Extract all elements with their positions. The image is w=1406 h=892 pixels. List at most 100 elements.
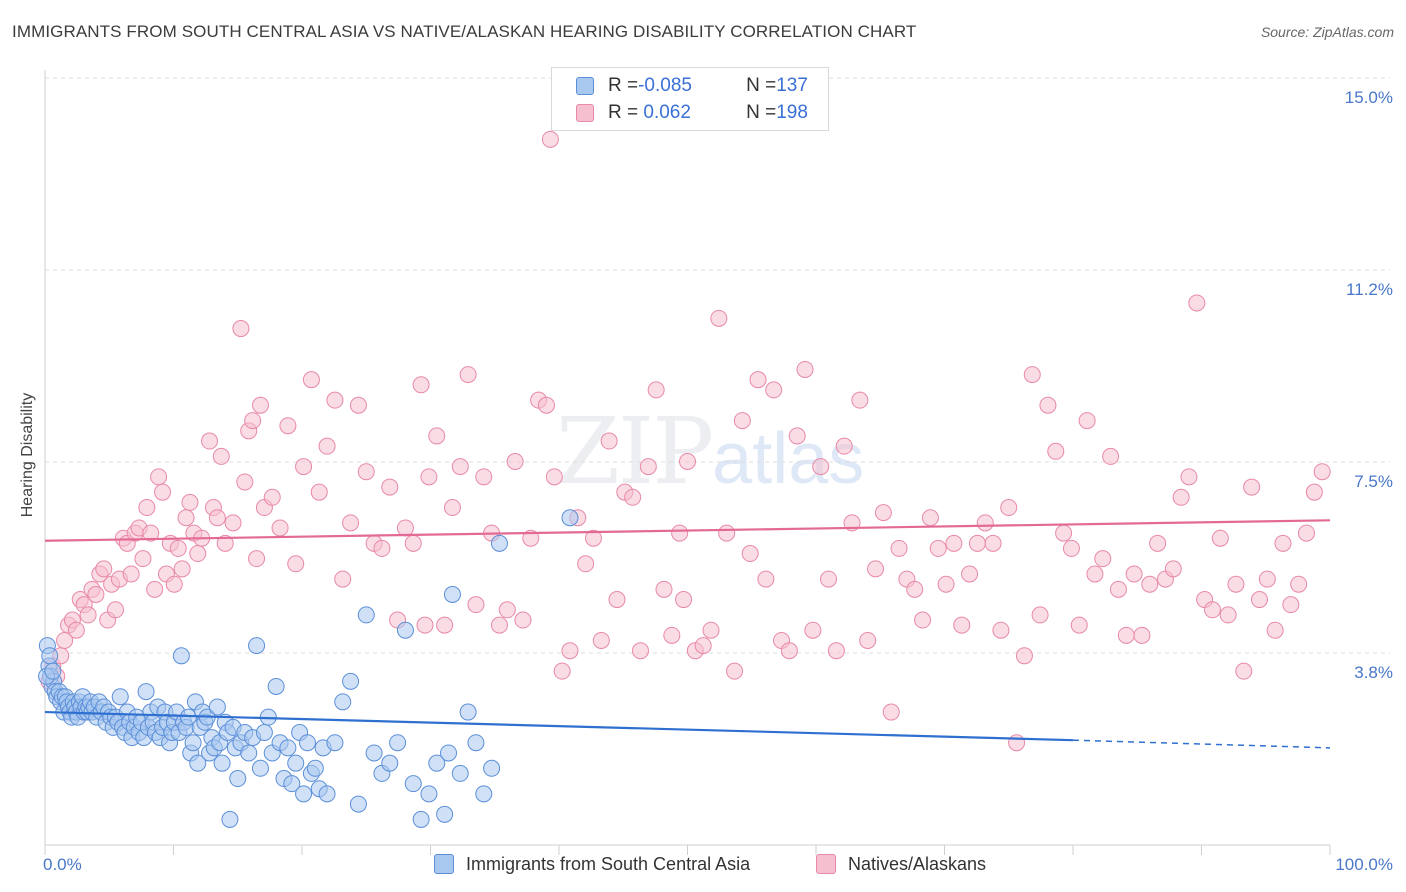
south-central-asia-point <box>483 759 501 777</box>
native-alaskan-point <box>67 621 85 639</box>
native-alaskan-point <box>561 642 579 660</box>
native-alaskan-point <box>142 524 160 542</box>
watermark: ZIPatlas <box>556 398 865 505</box>
native-alaskan-point <box>165 575 183 593</box>
native-alaskan-point <box>702 621 720 639</box>
south-central-asia-point <box>240 744 258 762</box>
native-alaskan-point <box>459 366 477 384</box>
native-alaskan-point <box>1274 534 1292 552</box>
south-central-asia-point <box>349 795 367 813</box>
native-alaskan-point <box>138 499 156 517</box>
native-alaskan-point <box>295 458 313 476</box>
native-alaskan-point <box>953 616 971 634</box>
native-alaskan-point <box>177 509 195 527</box>
native-alaskan-point <box>173 560 191 578</box>
chart-title: IMMIGRANTS FROM SOUTH CENTRAL ASIA VS NA… <box>12 22 917 41</box>
native-alaskan-point <box>780 642 798 660</box>
native-alaskan-point <box>150 468 168 486</box>
native-alaskan-point <box>1227 575 1245 593</box>
native-alaskan-point <box>373 539 391 557</box>
south-central-asia-point <box>420 785 438 803</box>
native-alaskan-point <box>882 703 900 721</box>
native-alaskan-point <box>498 601 516 619</box>
native-alaskan-point <box>318 437 336 455</box>
x-tick-label: 0.0% <box>43 855 82 874</box>
native-alaskan-point <box>1243 478 1261 496</box>
south-central-asia-point <box>334 693 352 711</box>
native-alaskan-point <box>820 570 838 588</box>
native-alaskan-point <box>412 376 430 394</box>
native-alaskan-point <box>201 432 219 450</box>
native-alaskan-point <box>859 631 877 649</box>
south-central-asia-point <box>475 785 493 803</box>
native-alaskan-point <box>1235 662 1253 680</box>
south-central-asia-point <box>189 754 207 772</box>
legend-r-label: R = <box>608 102 639 123</box>
native-alaskan-point <box>1102 447 1120 465</box>
native-alaskan-point <box>1094 550 1112 568</box>
bottom-legend-item-pink: Natives/Alaskans <box>816 851 986 877</box>
native-alaskan-point <box>216 534 234 552</box>
native-alaskan-point <box>232 320 250 338</box>
native-alaskan-point <box>968 534 986 552</box>
native-alaskan-point <box>107 601 125 619</box>
south-central-asia-point <box>440 744 458 762</box>
native-alaskan-point <box>639 458 657 476</box>
native-alaskan-point <box>154 483 172 501</box>
native-alaskan-point <box>1180 468 1198 486</box>
south-central-asia-point <box>389 734 407 752</box>
native-alaskan-point <box>584 529 602 547</box>
source-label: Source: ZipAtlas.com <box>1260 24 1394 40</box>
native-alaskan-point <box>467 596 485 614</box>
native-alaskan-point <box>208 509 226 527</box>
native-alaskan-point <box>122 565 140 583</box>
legend-row-blue: R = -0.085 N = 137 <box>576 74 808 98</box>
native-alaskan-point <box>381 478 399 496</box>
x-tick-label: 100.0% <box>1335 855 1393 874</box>
legend-n-label: N = <box>746 75 777 96</box>
south-central-asia-point <box>279 739 297 757</box>
native-alaskan-trendline <box>44 519 1331 542</box>
y-tick-label: 15.0% <box>1345 88 1393 107</box>
south-central-asia-point <box>287 754 305 772</box>
native-alaskan-point <box>679 453 696 470</box>
native-alaskan-point <box>851 391 869 409</box>
native-alaskan-point <box>890 539 908 557</box>
native-alaskan-point <box>929 539 947 557</box>
south-central-asia-trendline-extension <box>1072 739 1331 749</box>
native-alaskan-point <box>663 626 681 644</box>
south-central-asia-point <box>561 509 579 527</box>
native-alaskan-point <box>906 580 924 598</box>
native-alaskan-point <box>749 371 767 389</box>
native-alaskan-point <box>134 550 152 568</box>
y-tick-label: 11.2% <box>1346 280 1393 299</box>
south-central-asia-point <box>412 810 430 828</box>
native-alaskan-point <box>428 427 446 445</box>
native-alaskan-point <box>741 545 759 563</box>
legend-r-label: R = <box>608 75 639 96</box>
native-alaskan-point <box>726 662 744 680</box>
native-alaskan-point <box>1031 606 1049 624</box>
native-alaskan-point <box>600 432 618 450</box>
south-central-asia-point <box>451 764 469 782</box>
south-central-asia-point <box>365 744 383 762</box>
native-alaskan-point <box>718 524 736 542</box>
native-alaskan-point <box>1266 621 1284 639</box>
south-central-asia-point <box>41 647 59 665</box>
native-alaskan-point <box>334 570 352 588</box>
native-alaskan-point <box>271 519 289 537</box>
native-alaskan-point <box>95 560 113 578</box>
south-central-asia-point <box>251 759 269 777</box>
native-alaskan-point <box>287 555 305 573</box>
south-central-asia-point <box>298 734 316 752</box>
y-tick-label: 7.5% <box>1354 472 1393 491</box>
native-alaskan-point <box>1297 524 1315 542</box>
native-alaskan-point <box>647 381 665 399</box>
native-alaskan-point <box>436 616 454 634</box>
south-central-asia-point <box>459 703 477 721</box>
south-central-asia-point <box>436 805 454 823</box>
south-central-asia-trendline <box>44 710 1074 742</box>
south-central-asia-point <box>357 606 375 624</box>
legend-r-value: 0.062 <box>638 102 691 123</box>
